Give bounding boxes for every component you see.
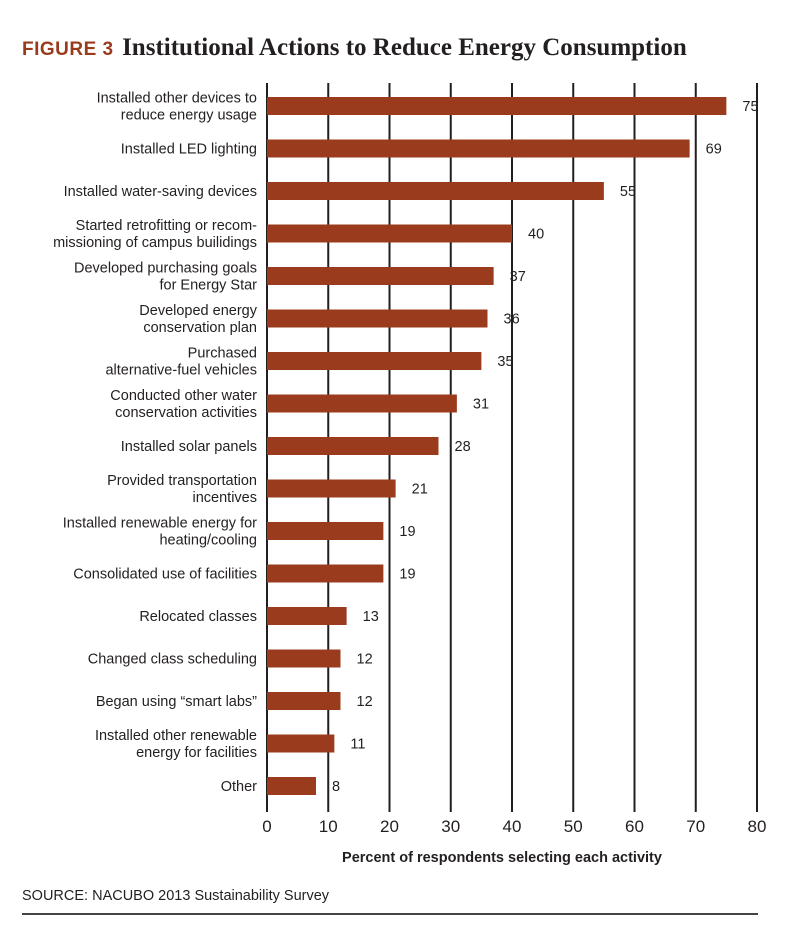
x-tick-labels: 0 10 20 30 40 50 60 70 80 (262, 817, 766, 836)
value-label: 69 (706, 142, 722, 158)
category-label-line: conservation activities (115, 405, 257, 421)
bottom-rule (22, 913, 758, 915)
category-label: Developed energy conservation plan (139, 303, 257, 336)
category-label: Developed purchasing goals for Energy Sta… (74, 261, 257, 294)
value-label: 21 (412, 482, 428, 498)
bar (267, 352, 482, 370)
category-label-line: Installed water-saving devices (64, 184, 257, 200)
bar (267, 607, 347, 625)
category-label-line: for Energy Star (159, 278, 257, 294)
category-label-line: Started retrofitting or recom- (76, 218, 257, 234)
category-label: Installed other renewable energy for faci… (95, 728, 257, 761)
value-label: 35 (497, 354, 513, 370)
x-tick-label: 40 (503, 817, 522, 836)
category-label-line: Consolidated use of facilities (73, 567, 257, 583)
figure-label: FIGURE 3 (22, 39, 114, 60)
category-label-line: Installed LED lighting (121, 142, 257, 158)
category-label-line: Changed class scheduling (88, 652, 257, 668)
chart-title: Institutional Actions to Reduce Energy C… (122, 34, 687, 61)
bar (267, 394, 457, 413)
bar (267, 564, 384, 583)
x-tick-label: 10 (319, 817, 338, 836)
category-label: Started retrofitting or recom-missioning… (53, 218, 257, 251)
value-label: 75 (742, 99, 758, 115)
category-label: Conducted other water conservation activi… (110, 388, 257, 421)
bar (267, 437, 439, 455)
value-labels: 75 69 55 40 37 36 35 31 28 21 19 19 13 12 12 11 8 (332, 99, 759, 795)
category-label-line: Began using “smart labs” (96, 694, 257, 710)
value-label: 40 (528, 227, 544, 243)
category-label-line: incentives (193, 490, 257, 506)
bar (267, 649, 341, 668)
category-label-line: Developed purchasing goals (74, 261, 257, 277)
category-label: Installed solar panels (121, 439, 257, 455)
bar (267, 224, 512, 243)
x-tick-label: 30 (441, 817, 460, 836)
category-label-line: Installed solar panels (121, 439, 257, 455)
category-label-line: energy for facilities (136, 745, 257, 761)
bar (267, 777, 316, 795)
bar (267, 522, 384, 540)
value-label: 28 (455, 439, 471, 455)
x-tick-label: 20 (380, 817, 399, 836)
category-label: Purchased alternative-fuel vehicles (105, 346, 257, 379)
value-label: 12 (357, 652, 373, 668)
bar-chart: Installed other devices to reduce energy … (53, 83, 766, 866)
bar (267, 734, 335, 753)
category-label: Installed LED lighting (121, 142, 257, 158)
category-label-line: Relocated classes (139, 609, 257, 625)
value-label: 11 (350, 737, 365, 753)
category-label: Consolidated use of facilities (73, 567, 257, 583)
category-label-line: Installed renewable energy for (63, 516, 257, 532)
bar (267, 97, 727, 115)
value-label: 55 (620, 184, 636, 200)
category-labels: Installed other devices to reduce energy … (53, 91, 258, 796)
bar (267, 309, 488, 328)
bar (267, 479, 396, 498)
category-label-line: Installed other renewable (95, 728, 257, 744)
x-tick-label: 50 (564, 817, 583, 836)
source-note: SOURCE: NACUBO 2013 Sustainability Surve… (22, 888, 330, 904)
x-tick-label: 0 (262, 817, 271, 836)
x-tick-label: 80 (748, 817, 767, 836)
category-label-line: Conducted other water (110, 388, 257, 404)
category-label-line: Provided transportation (107, 473, 257, 489)
category-label-line: alternative-fuel vehicles (105, 363, 257, 379)
value-label: 12 (357, 694, 373, 710)
category-label-line: conservation plan (143, 320, 257, 336)
category-label: Changed class scheduling (88, 652, 257, 668)
bar (267, 267, 494, 285)
value-label: 36 (504, 312, 520, 328)
category-label: Provided transportation incentives (107, 473, 257, 506)
x-tick-label: 60 (625, 817, 644, 836)
value-label: 8 (332, 779, 340, 795)
x-tick-label: 70 (686, 817, 705, 836)
bar (267, 182, 604, 200)
category-label: Installed other devices to reduce energy … (97, 91, 257, 124)
value-label: 13 (363, 609, 379, 625)
category-label-line: Installed other devices to (97, 91, 257, 107)
category-label-line: Developed energy (139, 303, 257, 319)
value-label: 19 (399, 524, 415, 540)
x-axis-label: Percent of respondents selecting each ac… (342, 850, 662, 866)
category-label-line: reduce energy usage (121, 108, 257, 124)
bar (267, 692, 341, 710)
category-label: Installed water-saving devices (64, 184, 257, 200)
value-label: 37 (510, 269, 526, 285)
category-label-line: heating/cooling (159, 533, 257, 549)
bar (267, 139, 690, 158)
value-label: 19 (399, 567, 415, 583)
category-label-line: missioning of campus builidings (53, 235, 257, 251)
category-label-line: Purchased (188, 346, 257, 362)
category-label: Relocated classes (139, 609, 257, 625)
category-label-line: Other (221, 779, 257, 795)
figure-title-row: FIGURE 3 Institutional Actions to Reduce… (22, 34, 687, 62)
bars (267, 97, 727, 795)
category-label: Other (221, 779, 257, 795)
category-label: Began using “smart labs” (96, 694, 257, 710)
category-label: Installed renewable energy for heating/co… (63, 516, 257, 549)
value-label: 31 (473, 397, 489, 413)
